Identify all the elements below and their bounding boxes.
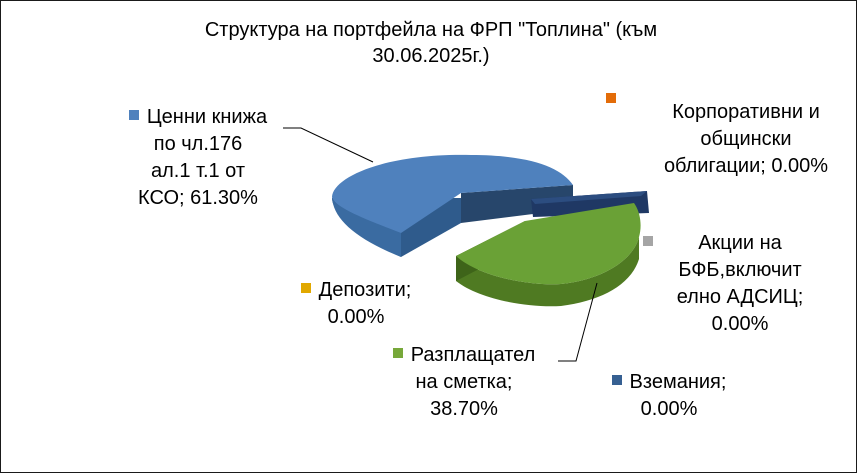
label-current-account-line-1: Разплащател — [410, 344, 536, 366]
label-shares-line-3: елно АДСИЦ; — [676, 286, 804, 308]
label-corporate-bonds: Корпоративни и общински облигации; 0.00% — [606, 93, 851, 180]
legend-marker-deposits — [300, 283, 311, 293]
leader-line-current-account — [558, 282, 598, 362]
label-corporate-bonds-row-1: Корпоративни и — [606, 93, 851, 126]
label-receivables: Вземания; 0.00% — [579, 369, 759, 423]
label-securities-line-3: ал.1 т.1 от — [150, 160, 246, 182]
label-deposits: Депозити; 0.00% — [281, 277, 431, 331]
legend-marker-corporate-bonds — [606, 93, 616, 103]
label-current-account-line-3: 38.70% — [430, 398, 498, 420]
legend-marker-shares — [643, 236, 653, 246]
label-receivables-row-1: Вземания; — [579, 369, 759, 396]
label-shares-line-1: Акции на — [698, 232, 782, 254]
label-securities-line-4: КСО; 61.30% — [138, 187, 258, 209]
label-current-account-line-2: на сметка; — [415, 371, 513, 393]
legend-marker-receivables — [611, 375, 622, 385]
label-securities-line-2: по чл.176 — [153, 133, 243, 155]
label-securities: Ценни книжа по чл.176 ал.1 т.1 от КСО; 6… — [113, 104, 283, 212]
label-deposits-row-1: Депозити; — [281, 277, 431, 304]
label-receivables-line-2: 0.00% — [640, 398, 698, 420]
label-deposits-line-2: 0.00% — [327, 306, 385, 328]
chart-title: Структура на портфейла на ФРП "Топлина" … — [121, 17, 741, 69]
slice-current-account[interactable] — [456, 203, 641, 285]
chart-title-line-2: 30.06.2025г.) — [372, 45, 490, 67]
slice-securities-front-wall — [332, 197, 401, 257]
leader-line-securities — [283, 127, 374, 163]
label-current-account: Разплащател на сметка; 38.70% — [369, 342, 559, 423]
chart-title-line-1: Структура на портфейла на ФРП "Топлина" … — [204, 19, 658, 41]
label-securities-row-1: Ценни книжа — [113, 104, 283, 131]
slice-current-account-side — [456, 237, 639, 307]
label-current-account-row-1: Разплащател — [369, 342, 559, 369]
legend-marker-current-account — [392, 348, 403, 358]
slice-receivables-top — [531, 191, 647, 204]
label-receivables-line-1: Вземания; — [629, 371, 727, 393]
label-corporate-bonds-line-1: Корпоративни и — [672, 101, 820, 123]
slice-securities-inner-wall — [461, 185, 573, 223]
label-shares-row-1: Акции на — [643, 230, 824, 257]
label-securities-line-1: Ценни книжа — [146, 106, 268, 128]
label-corporate-bonds-line-3: облигации; 0.00% — [663, 155, 829, 177]
slice-securities[interactable] — [332, 154, 573, 233]
label-shares-line-2: БФБ,включит — [678, 259, 802, 281]
legend-marker-securities — [128, 110, 139, 120]
label-corporate-bonds-line-2: общински — [700, 128, 792, 150]
label-shares-line-4: 0.00% — [711, 313, 769, 335]
label-deposits-line-1: Депозити; — [318, 279, 412, 301]
label-shares: Акции на БФБ,включит елно АДСИЦ; 0.00% — [643, 230, 824, 338]
